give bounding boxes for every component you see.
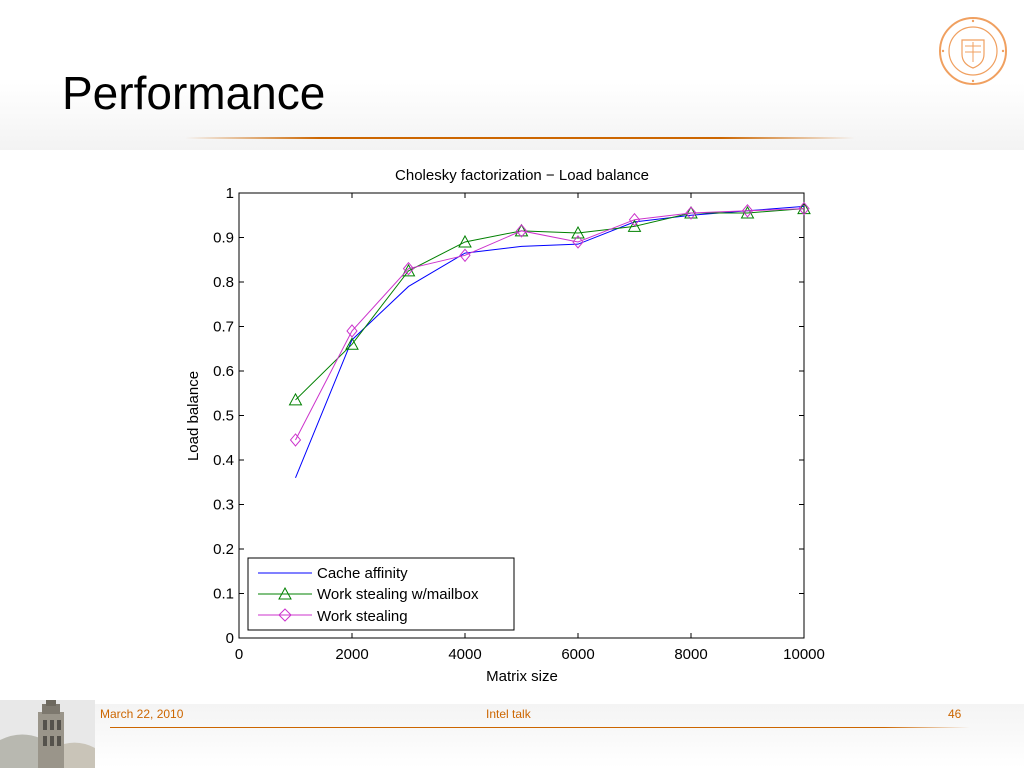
footer-band (0, 704, 1024, 768)
chart-title: Cholesky factorization − Load balance (395, 167, 649, 184)
y-axis-label: Load balance (185, 371, 202, 461)
legend-diamond-marker (278, 608, 292, 622)
legend-label-cache-affinity: Cache affinity (317, 565, 408, 582)
x-axis-label: Matrix size (486, 668, 558, 685)
diamond-marker (685, 206, 697, 220)
y-tick-label: 0.6 (213, 363, 234, 380)
triangle-marker (345, 337, 359, 350)
diamond-marker (572, 235, 584, 249)
x-tick-label: 8000 (674, 646, 707, 663)
x-tick-label: 4000 (448, 646, 481, 663)
diamond-marker (628, 212, 641, 227)
diamond-marker (798, 201, 810, 216)
slide-title: Performance (62, 67, 326, 119)
triangle-marker (571, 226, 585, 239)
triangle-marker (797, 201, 811, 215)
y-tick-label: 0 (226, 630, 234, 647)
y-tick-label: 0.5 (213, 408, 234, 425)
legend-triangle-marker (278, 586, 292, 600)
x-tick-label: 10000 (783, 646, 825, 663)
y-tick-label: 0.1 (213, 586, 234, 603)
y-tick-label: 0.9 (213, 230, 234, 247)
triangle-marker (514, 223, 529, 237)
page-number: 46 (948, 707, 962, 721)
legend-label-mailbox: Work stealing w/mailbox (317, 586, 479, 603)
triangle-marker (288, 392, 303, 406)
series-line-2 (295, 208, 805, 441)
footer-date: March 22, 2010 (100, 707, 184, 721)
y-tick-label: 1 (226, 185, 234, 202)
series-line-1 (295, 208, 805, 401)
tower-image-icon (0, 700, 95, 768)
series-layer (288, 201, 811, 478)
triangle-marker (627, 219, 642, 232)
legend-label-work-stealing: Work stealing (317, 608, 408, 625)
title-band (0, 0, 1024, 150)
y-tick-label: 0.3 (213, 497, 234, 514)
diamond-marker (459, 248, 471, 263)
diamond-marker (402, 261, 415, 276)
y-axis: 0 0.1 0.2 0.3 0.4 0.5 0.6 0.7 0.8 0.9 1 (213, 185, 804, 647)
y-tick-label: 0.8 (213, 274, 234, 291)
x-tick-label: 6000 (561, 646, 594, 663)
load-balance-chart: Cholesky factorization − Load balance 0 2… (185, 167, 825, 685)
title-divider (185, 137, 855, 139)
x-tick-label: 0 (235, 646, 243, 663)
y-tick-label: 0.7 (213, 319, 234, 336)
y-tick-label: 0.4 (213, 452, 234, 469)
legend: Cache affinity Work stealing w/mailbox W… (247, 557, 515, 631)
diamond-marker (346, 324, 358, 338)
x-axis: 0 2000 4000 6000 8000 10000 (235, 193, 825, 663)
diamond-marker (289, 433, 302, 447)
diamond-marker (515, 224, 528, 238)
footer-divider (110, 727, 970, 728)
x-tick-label: 2000 (335, 646, 368, 663)
diamond-marker (741, 204, 754, 218)
triangle-marker (458, 234, 472, 248)
university-seal-icon (939, 17, 1007, 85)
footer-center-text: Intel talk (486, 707, 531, 721)
y-tick-label: 0.2 (213, 541, 234, 558)
